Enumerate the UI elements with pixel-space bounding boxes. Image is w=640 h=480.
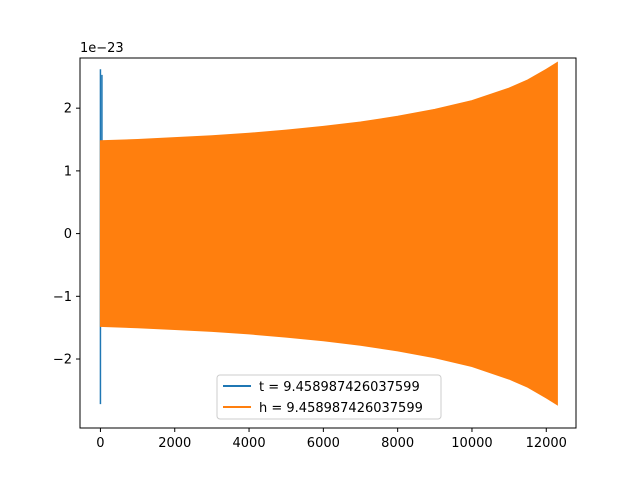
legend-label: t = 9.458987426037599 <box>259 380 420 395</box>
plot-area <box>99 61 558 406</box>
y-tick-label: 1 <box>64 164 72 179</box>
y-tick-label: 0 <box>64 227 72 242</box>
legend-label: h = 9.458987426037599 <box>259 401 423 416</box>
x-tick-label: 2000 <box>158 436 191 451</box>
legend: t = 9.458987426037599 h = 9.4589874260375… <box>216 374 442 420</box>
x-axis: 0 2000 4000 6000 8000 10000 12000 <box>96 428 567 451</box>
x-tick-label: 4000 <box>233 436 266 451</box>
y-tick-label: −2 <box>53 353 72 368</box>
x-tick-label: 8000 <box>381 436 414 451</box>
y-tick-label: −1 <box>53 290 72 305</box>
legend-box <box>216 374 442 420</box>
x-tick-label: 10000 <box>451 436 492 451</box>
x-tick-label: 12000 <box>526 436 567 451</box>
x-tick-label: 0 <box>96 436 104 451</box>
y-offset-label: 1e−23 <box>80 41 124 56</box>
y-axis: 2 1 0 −1 −2 <box>53 102 80 368</box>
y-tick-label: 2 <box>64 102 72 117</box>
x-tick-label: 6000 <box>307 436 340 451</box>
series-h-oscillation <box>99 61 558 406</box>
axes-frame <box>79 57 577 429</box>
